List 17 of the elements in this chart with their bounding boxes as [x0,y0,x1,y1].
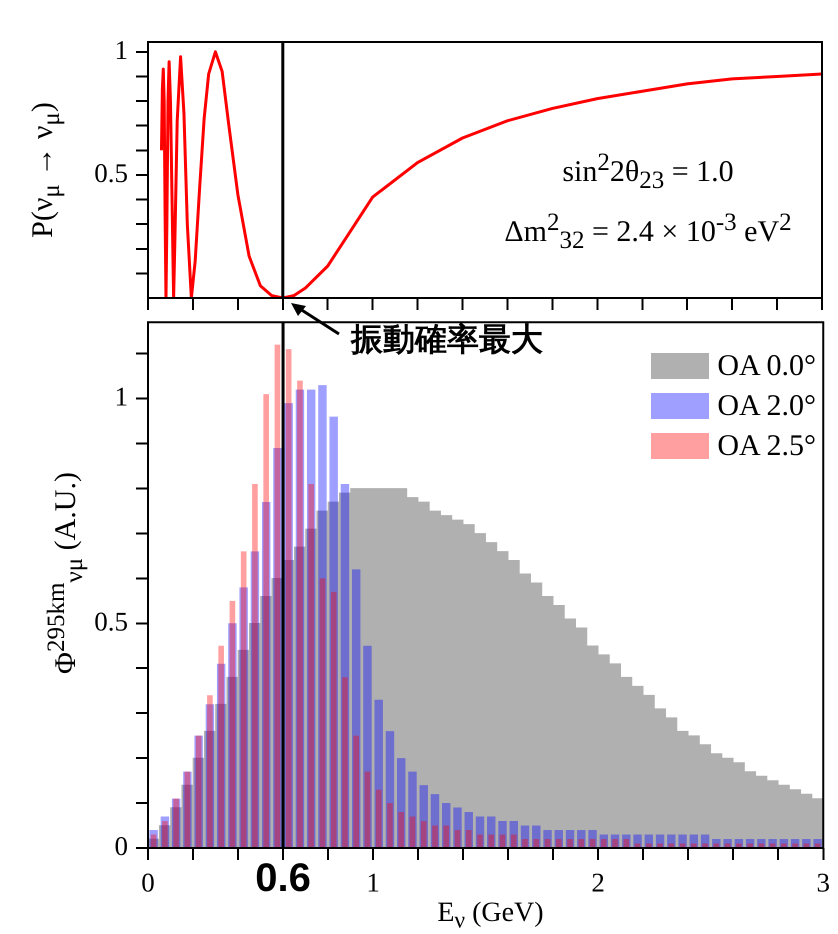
annotation: Δm$^{2}$$_{32}$ = 2.4 × 10$^{-3}$ eV$^{2}$ [503,208,793,256]
x-tick-label: 0 [141,867,155,898]
x-tick-label: 1 [366,867,380,898]
x-tick-label: 3 [816,867,830,898]
y-tick-label: 1 [114,382,128,412]
y-tick-label: 0.5 [94,158,128,188]
annotation: 振動確率最大 [350,320,543,359]
legend-label: OA 2.0° [717,389,816,423]
annotation: sin$^{2}$2θ$_{23}$ = 1.0 [561,148,735,196]
legend-label: OA 2.5° [717,429,816,463]
y-tick-label: 1 [114,34,128,65]
x-axis-title: E$_{ν}$ (GeV) [437,897,544,934]
y-tick-label: 0.5 [94,606,128,636]
ref-line-label: 0.6 [255,856,311,900]
y-tick-label: 0 [114,831,128,862]
x-tick-label: 2 [591,867,605,898]
legend-label: OA 0.0° [717,349,816,383]
